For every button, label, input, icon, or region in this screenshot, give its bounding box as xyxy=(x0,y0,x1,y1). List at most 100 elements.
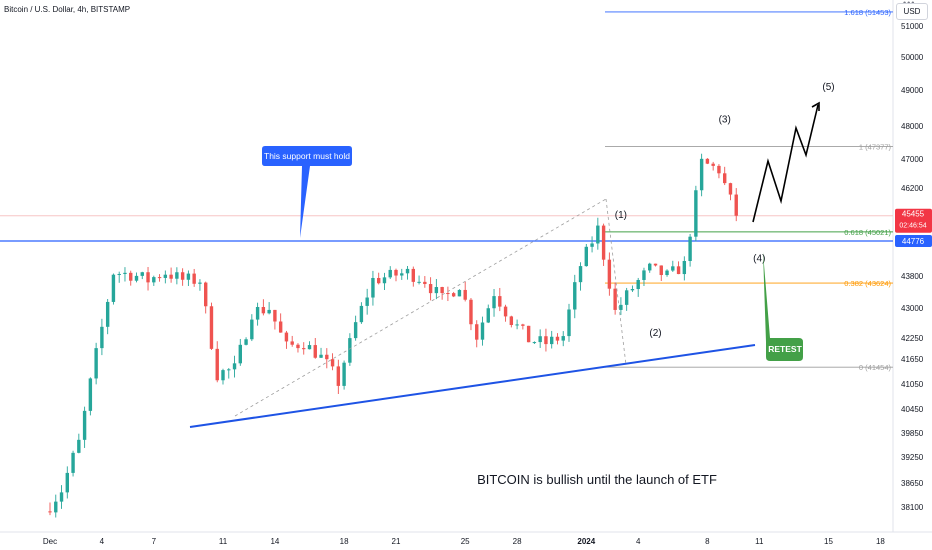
candle-body xyxy=(636,279,640,290)
candle-body xyxy=(532,342,537,344)
projection-path xyxy=(752,104,819,223)
candle-body xyxy=(717,165,721,174)
drawings-layer: (1) (2) (3) (4) (5) This support must hold RET… xyxy=(189,82,835,487)
candle-body xyxy=(284,332,289,342)
candle-body xyxy=(336,366,341,386)
axes-layer: 51000 50000 49000 48000 47000 46200 43800 43000… xyxy=(43,22,932,546)
candle-body xyxy=(278,321,283,333)
x-tick-label: 2024 xyxy=(577,537,595,546)
candle-body xyxy=(59,492,64,502)
candle-body xyxy=(209,306,214,349)
x-tick-label: 28 xyxy=(513,537,522,546)
x-tick-label: 18 xyxy=(876,537,885,546)
candle-body xyxy=(515,324,519,326)
candle-body xyxy=(550,336,554,345)
candle-body xyxy=(665,270,669,276)
candle-body xyxy=(509,316,514,326)
candle-body xyxy=(290,341,294,345)
ascending-trendline xyxy=(189,344,756,428)
candle-body xyxy=(723,173,727,184)
chart-title: Bitcoin / U.S. Dollar, 4h, BITSTAMP xyxy=(4,5,131,14)
candle-body xyxy=(342,362,346,386)
x-tick-label: 21 xyxy=(392,537,401,546)
fib-label: 1 (47377) xyxy=(859,143,892,152)
candle-body xyxy=(100,326,104,349)
candle-body xyxy=(567,309,571,337)
x-tick-label: 11 xyxy=(219,537,228,546)
candle-body xyxy=(423,281,427,285)
candle-body xyxy=(498,296,502,307)
candle-body xyxy=(682,260,687,275)
countdown-value: 02:46:54 xyxy=(899,223,926,230)
x-tick-label: 4 xyxy=(636,537,641,546)
candle-body xyxy=(469,299,473,325)
y-tick-label: 47000 xyxy=(901,155,924,164)
x-tick-label: 14 xyxy=(270,537,279,546)
candle-body xyxy=(65,472,69,493)
y-tick-label: 39250 xyxy=(901,453,924,462)
fib-label: 1.618 (51453) xyxy=(844,8,891,17)
candle-body xyxy=(434,287,439,294)
candle-body xyxy=(296,344,300,349)
candle-body xyxy=(596,225,600,244)
currency-button[interactable]: USD xyxy=(896,3,928,20)
grid-layer xyxy=(0,0,932,533)
support-callout-text: This support must hold xyxy=(264,151,350,161)
dashed-projection-line xyxy=(234,198,607,417)
fib-label: 0.382 (43624) xyxy=(844,279,891,288)
candle-body xyxy=(457,289,462,297)
y-tick-label: 41650 xyxy=(901,355,924,364)
y-tick-label: 41050 xyxy=(901,380,924,389)
candle-body xyxy=(688,236,692,261)
y-tick-label: 50000 xyxy=(901,53,924,62)
candle-body xyxy=(480,322,485,340)
candle-body xyxy=(123,272,127,274)
candle-body xyxy=(180,272,185,280)
fib-label: 0 (41454) xyxy=(859,363,892,372)
candle-body xyxy=(538,336,542,343)
candle-body xyxy=(400,273,404,276)
candle-body xyxy=(676,266,681,275)
y-tick-label: 43000 xyxy=(901,304,924,313)
candle-body xyxy=(377,277,381,284)
candle-body xyxy=(330,359,335,367)
candle-body xyxy=(573,282,577,310)
candle-body xyxy=(526,325,531,343)
projection-arrowhead xyxy=(811,101,820,111)
candle-body xyxy=(607,259,612,289)
candle-body xyxy=(77,439,81,453)
y-tick-label: 42250 xyxy=(901,334,924,343)
support-price-value: 44776 xyxy=(902,237,925,246)
candle-body xyxy=(659,265,663,276)
candle-body xyxy=(382,277,387,284)
candle-body xyxy=(561,336,565,341)
candle-body xyxy=(88,378,93,411)
candle-body xyxy=(440,287,444,294)
candle-body xyxy=(105,301,110,327)
candle-body xyxy=(446,293,450,295)
candle-body xyxy=(313,345,317,358)
candle-body xyxy=(186,273,191,280)
candle-body xyxy=(694,190,698,237)
candle-body xyxy=(555,336,560,341)
y-tick-label: 49000 xyxy=(901,86,924,95)
candle-body xyxy=(175,272,179,279)
y-tick-label: 38100 xyxy=(901,503,924,512)
retest-callout-box xyxy=(763,252,803,361)
candle-body xyxy=(134,275,139,281)
candle-body xyxy=(653,263,658,266)
retest-callout-text: RETEST xyxy=(768,344,802,354)
wave-label: (3) xyxy=(719,114,731,125)
candle-body xyxy=(146,272,150,283)
candle-body xyxy=(613,288,617,310)
candle-body xyxy=(405,268,410,274)
candle-body xyxy=(71,452,75,473)
candle-body xyxy=(728,183,733,195)
candle-body xyxy=(111,274,116,302)
candle-body xyxy=(129,272,133,281)
candle-body xyxy=(348,338,352,363)
candle-body xyxy=(319,354,323,358)
candle-body xyxy=(227,369,231,371)
candle-body xyxy=(648,263,652,271)
